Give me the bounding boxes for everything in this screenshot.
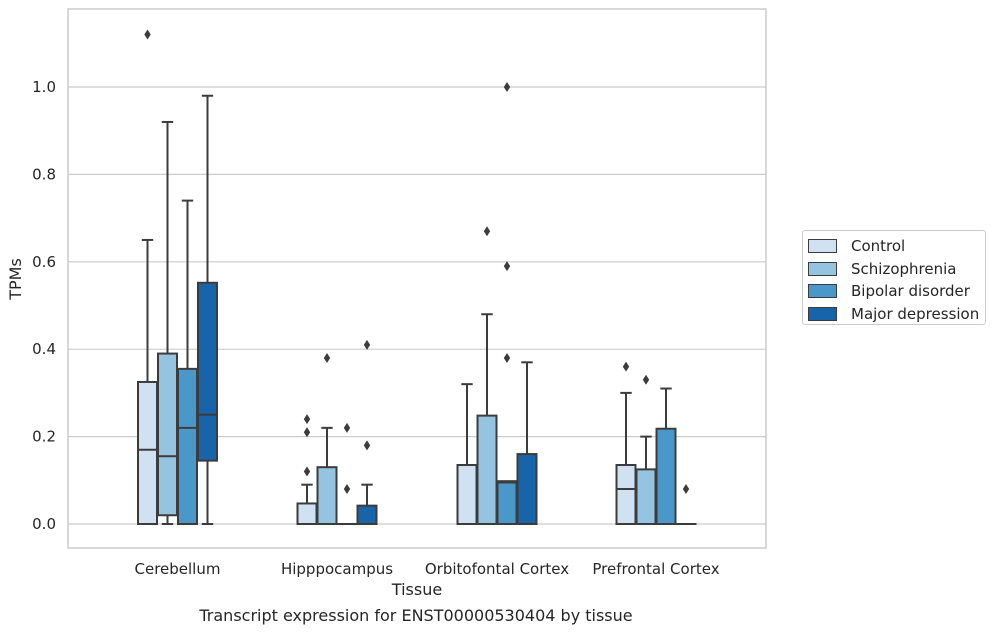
outlier-point	[363, 440, 371, 451]
outlier-point	[343, 422, 351, 433]
box-0-1	[296, 414, 318, 525]
box-3-1	[356, 339, 378, 525]
box-body	[516, 453, 538, 525]
y-tick-label: 0.0	[32, 515, 56, 533]
x-tick-label: Hipppocampus	[281, 560, 393, 578]
outlier-point	[642, 374, 650, 385]
y-tick-label: 1.0	[32, 78, 56, 96]
box-1-1	[316, 352, 338, 526]
outlier-point	[503, 82, 511, 92]
box-3-2	[516, 361, 538, 525]
legend-label-control: Control	[851, 237, 906, 256]
x-tick-label: Prefrontal Cortex	[592, 560, 719, 578]
box-body	[296, 502, 318, 525]
box-body	[157, 352, 178, 517]
box-body	[197, 281, 218, 462]
box-body	[356, 504, 378, 525]
box-body	[316, 466, 338, 526]
outlier-point	[323, 352, 331, 363]
boxes	[137, 29, 697, 526]
outlier-point	[503, 261, 511, 272]
box-1-2	[476, 226, 498, 525]
legend-swatch-control	[808, 239, 837, 254]
outlier-point	[622, 361, 630, 372]
box-1-3	[635, 374, 657, 525]
legend-label-bipolar: Bipolar disorder	[851, 282, 970, 301]
box-0-2	[456, 383, 478, 526]
legend-item-bipolar: Bipolar disorder	[807, 280, 985, 303]
x-tick-labels: Cerebellum Hipppocampus Orbitofontal Corte…	[135, 560, 720, 578]
legend-item-schizophrenia: Schizophrenia	[807, 258, 985, 281]
box-0-3	[615, 361, 637, 526]
legend-label-schizophrenia: Schizophrenia	[851, 259, 957, 278]
y-tick-label: 0.8	[32, 165, 56, 183]
legend-label-major-depression: Major depression	[851, 304, 980, 323]
x-tick-label: Cerebellum	[135, 560, 221, 578]
legend-swatch-bipolar	[808, 284, 837, 299]
box-body	[476, 414, 498, 525]
box-3-3	[675, 484, 697, 526]
box-body	[615, 464, 637, 526]
legend-swatch-major-depression	[808, 306, 837, 321]
y-tick-labels: 0.0 0.2 0.4 0.6 0.8 1.0	[32, 78, 56, 533]
box-2-0	[177, 199, 198, 525]
outlier-point	[682, 484, 690, 495]
box-body	[137, 380, 158, 525]
box-body	[177, 367, 198, 525]
outlier-point	[483, 226, 491, 237]
legend-item-control: Control	[807, 235, 985, 258]
box-3-0	[197, 94, 218, 525]
box-body	[456, 464, 478, 526]
y-axis-label: TPMs	[6, 258, 25, 301]
outlier-point	[303, 414, 311, 425]
outlier-point	[343, 484, 351, 495]
legend: Control Schizophrenia Bipolar disorder M…	[802, 230, 986, 325]
box-body	[496, 480, 518, 526]
x-tick-label: Orbitofontal Cortex	[425, 560, 569, 578]
figure-caption: Transcript expression for ENST0000053040…	[199, 606, 633, 625]
outlier-point	[144, 29, 151, 40]
outlier-point	[303, 466, 311, 477]
legend-item-major-depression: Major depression	[807, 303, 985, 326]
outlier-point	[503, 352, 511, 363]
outlier-point	[363, 339, 371, 350]
y-tick-label: 0.6	[32, 253, 56, 271]
legend-swatch-schizophrenia	[808, 261, 837, 276]
y-tick-label: 0.4	[32, 340, 56, 358]
x-axis-label: Tissue	[391, 580, 442, 599]
y-tick-label: 0.2	[32, 428, 56, 446]
box-body	[655, 427, 677, 526]
box-2-2	[496, 82, 518, 526]
box-2-3	[655, 387, 677, 526]
outlier-point	[303, 427, 311, 438]
box-body	[635, 468, 657, 525]
box-2-1	[336, 422, 358, 526]
